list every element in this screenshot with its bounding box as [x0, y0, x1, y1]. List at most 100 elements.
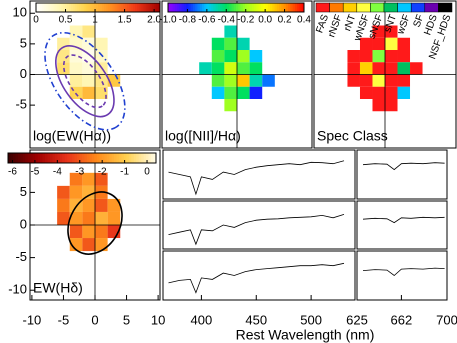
colorbar-step: [149, 3, 153, 12]
spectrum: [362, 267, 445, 277]
colorbar-tick-label: -6: [8, 167, 17, 178]
x-tick-label: 700: [436, 312, 457, 327]
colorbar-step: [265, 3, 269, 12]
colorbar-step: [197, 3, 201, 12]
colorbar-step: [231, 3, 235, 12]
map-cell: [82, 198, 95, 212]
colorbar-step: [279, 3, 282, 12]
colorbar-step: [151, 3, 155, 12]
colorbar-step: [123, 153, 127, 163]
map-cell: [249, 74, 263, 87]
colorbar-step: [272, 3, 275, 12]
colorbar-tick-label: 1.5: [118, 15, 132, 26]
panel-title: log(EW(Hα)): [33, 128, 111, 144]
panel-frame: [356, 149, 448, 200]
colorbar-step: [121, 153, 125, 163]
colorbar-step: [10, 153, 14, 163]
map-cell: [224, 37, 237, 50]
map-cell: [82, 62, 95, 75]
map-cell: [397, 62, 411, 75]
map-cell: [237, 74, 250, 87]
x-tick-label: 10: [151, 312, 165, 327]
legend-swatch: [397, 2, 412, 13]
colorbar-step: [112, 3, 115, 12]
colorbar-step: [188, 3, 192, 12]
colorbar-step: [274, 3, 278, 12]
map-cell: [397, 74, 411, 87]
colorbar-step: [181, 3, 185, 12]
colorbar-step: [49, 153, 53, 163]
colorbar-tick-label: -0.2: [237, 15, 255, 26]
colorbar-step: [285, 3, 289, 12]
colorbar-step: [106, 153, 110, 163]
map-cell: [95, 74, 108, 87]
map-cell: [69, 172, 83, 186]
colorbar-step: [245, 3, 248, 12]
colorbar-step: [116, 3, 120, 12]
colorbar-step: [137, 3, 140, 12]
colorbar-step: [60, 3, 64, 12]
x-tick-label: -10: [22, 312, 41, 327]
map-cell: [82, 86, 95, 99]
colorbar-step: [135, 3, 138, 12]
colorbar-step: [242, 3, 246, 12]
x-tick-label: 400: [191, 312, 213, 327]
colorbar-tick-label: 2.0: [147, 15, 161, 26]
colorbar-step: [186, 3, 189, 12]
colorbar-step: [15, 153, 19, 163]
map-cell: [372, 74, 385, 87]
colorbar-step: [170, 3, 173, 12]
colorbar-step: [281, 3, 284, 12]
colorbar-step: [77, 153, 80, 163]
colorbar-step: [153, 153, 157, 163]
map-cell: [262, 74, 275, 87]
colorbar-step: [62, 153, 66, 163]
panel-frame: [162, 200, 356, 250]
colorbar-step: [109, 153, 112, 163]
colorbar-step: [20, 153, 24, 163]
colorbar-step: [124, 3, 128, 12]
colorbar-step: [139, 3, 142, 12]
colorbar-step: [56, 3, 60, 12]
map-cell: [224, 86, 237, 99]
colorbar-tick-label: -1: [120, 167, 129, 178]
map-cell: [95, 37, 108, 50]
colorbar-step: [30, 153, 34, 163]
map-cell: [211, 62, 225, 75]
colorbar-step: [87, 3, 91, 12]
colorbar-step: [283, 3, 287, 12]
map-cell: [69, 185, 83, 199]
map-cell: [237, 50, 250, 63]
colorbar-step: [120, 3, 124, 12]
colorbar-step: [64, 3, 68, 12]
map-cell: [385, 62, 398, 75]
map-cell: [69, 50, 83, 63]
map-cell: [237, 62, 250, 75]
colorbar-step: [155, 3, 159, 12]
colorbar-step: [301, 3, 305, 12]
map-cell: [249, 86, 263, 99]
legend-swatch: [356, 2, 371, 13]
map-cell: [224, 99, 237, 112]
map-cell: [359, 74, 373, 87]
colorbar-step: [151, 153, 154, 163]
map-cell: [249, 50, 263, 63]
colorbar-step: [267, 3, 271, 12]
colorbar-step: [54, 3, 58, 12]
map-cell: [372, 25, 385, 38]
colorbar-step: [256, 3, 260, 12]
y-tick-label: 10: [13, 5, 27, 20]
panel-frame: [313, 0, 457, 149]
colorbar-step: [133, 153, 137, 163]
colorbar-step: [177, 3, 180, 12]
colorbar-tick-label: -4: [53, 167, 62, 178]
colorbar-tick-label: 0.2: [278, 15, 292, 26]
colorbar-step: [208, 3, 212, 12]
colorbar-step: [89, 3, 93, 12]
map-cell: [69, 62, 83, 75]
colorbar-step: [254, 3, 257, 12]
colorbar-step: [52, 3, 55, 12]
map-cell: [211, 86, 225, 99]
colorbar-step: [129, 3, 132, 12]
